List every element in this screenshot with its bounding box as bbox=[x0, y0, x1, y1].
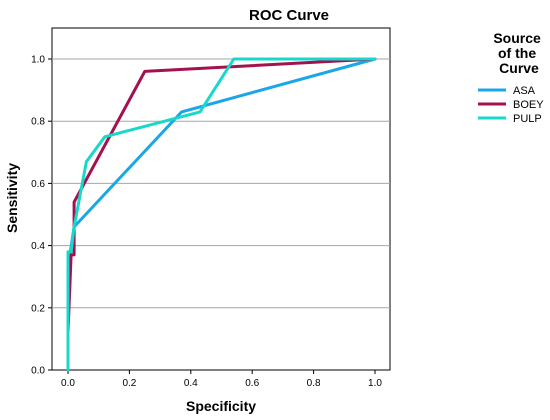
x-axis-label: Specificity bbox=[186, 398, 256, 414]
series-line-pulp bbox=[66, 57, 377, 372]
legend-items: ASA BOEY PULP bbox=[478, 85, 544, 125]
y-tick-label-3: 0.6 bbox=[31, 179, 45, 190]
x-tick-label-4: 0.8 bbox=[307, 378, 321, 389]
x-tick-label-2: 0.4 bbox=[184, 378, 198, 389]
plot-area bbox=[51, 27, 391, 371]
x-tick-label-0: 0.0 bbox=[61, 378, 75, 389]
x-axis-ticks: 0.0 0.2 0.4 0.6 0.8 1.0 bbox=[61, 370, 382, 389]
y-axis-label: Sensitivity bbox=[4, 163, 20, 233]
x-tick-label-3: 0.6 bbox=[245, 378, 259, 389]
y-tick-label-5: 1.0 bbox=[31, 55, 45, 66]
legend: Source of the Curve ASA BOEY PULP bbox=[478, 30, 544, 125]
legend-label-boey: BOEY bbox=[513, 99, 544, 111]
legend-title-line-1: Source bbox=[493, 30, 541, 46]
y-axis-ticks: 0.0 0.2 0.4 0.6 0.8 1.0 bbox=[31, 55, 52, 377]
y-tick-label-1: 0.2 bbox=[31, 303, 45, 314]
x-tick-label-1: 0.2 bbox=[122, 378, 136, 389]
y-tick-label-4: 0.8 bbox=[31, 117, 45, 128]
y-tick-label-2: 0.4 bbox=[31, 241, 45, 252]
series-lines bbox=[66, 57, 377, 372]
legend-label-pulp: PULP bbox=[513, 113, 542, 125]
legend-title-line-2: of the bbox=[498, 45, 536, 61]
y-tick-label-0: 0.0 bbox=[31, 366, 45, 377]
chart-title: ROC Curve bbox=[249, 7, 329, 24]
legend-title: Source of the Curve bbox=[493, 30, 544, 76]
legend-label-asa: ASA bbox=[513, 85, 536, 97]
legend-title-line-3: Curve bbox=[499, 60, 539, 76]
x-tick-label-5: 1.0 bbox=[368, 378, 382, 389]
